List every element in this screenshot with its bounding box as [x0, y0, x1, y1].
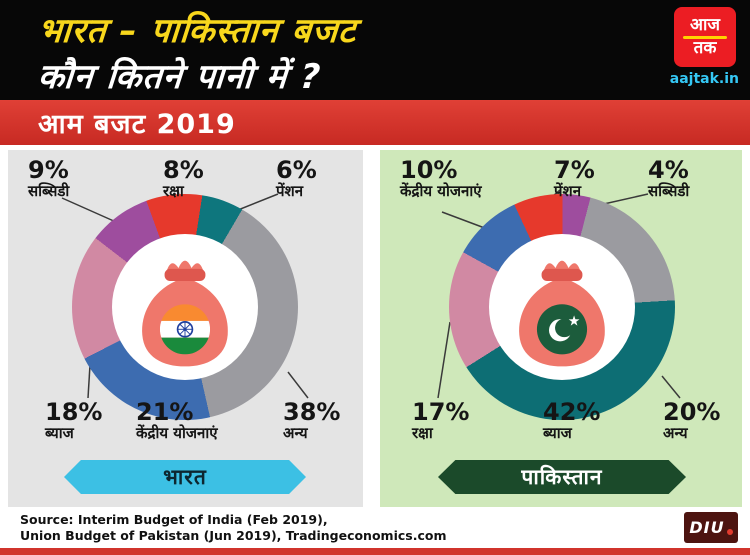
diu-logo-text: DIU: [689, 518, 725, 537]
aajtak-logo-text-top: आज: [690, 14, 720, 35]
india-label-interest: 18% ब्याज: [45, 398, 103, 443]
segment-name: अन्य: [663, 424, 688, 443]
percent-value: 7%: [554, 156, 595, 184]
segment-name: पेंशन: [276, 182, 304, 201]
diu-logo-dot: [726, 528, 733, 535]
pakistan-panel: 10% केंद्रीय योजनाएं 7% पेंशन 4% सब्सिडी…: [380, 150, 742, 507]
segment-name: सब्सिडी: [648, 182, 690, 201]
percent-value: 10%: [400, 156, 458, 184]
pakistan-flag-icon: [536, 304, 588, 355]
india-donut-center: [112, 234, 258, 380]
india-ribbon-label: भारत: [163, 465, 207, 489]
leader-line: [437, 321, 451, 399]
percent-value: 21%: [136, 398, 194, 426]
aajtak-logo-swoosh: [683, 35, 727, 39]
india-label-defence: 8% रक्षा: [163, 156, 204, 201]
aajtak-logo: आज तक: [674, 7, 736, 67]
india-flag-icon: [159, 304, 211, 355]
india-label-subsidy: 9% सब्सिडी: [28, 156, 70, 201]
segment-name: ब्याज: [543, 424, 572, 443]
pakistan-label-others: 20% अन्य: [663, 398, 721, 443]
percent-value: 18%: [45, 398, 103, 426]
section-banner-text: आम बजट 2019: [38, 109, 236, 140]
pakistan-label-pension: 7% पेंशन: [554, 156, 595, 201]
source-credit: Source: Interim Budget of India (Feb 201…: [20, 512, 446, 545]
footer: Source: Interim Budget of India (Feb 201…: [0, 507, 750, 548]
leader-line: [61, 197, 117, 223]
pakistan-label-subsidy: 4% सब्सिडी: [648, 156, 690, 201]
segment-name: अन्य: [283, 424, 308, 443]
pakistan-donut-center: [489, 234, 635, 380]
pakistan-label-central-schemes: 10% केंद्रीय योजनाएं: [400, 156, 492, 201]
percent-value: 4%: [648, 156, 689, 184]
percent-value: 8%: [163, 156, 204, 184]
segment-name: रक्षा: [412, 424, 433, 443]
percent-value: 38%: [283, 398, 341, 426]
source-line1: Source: Interim Budget of India (Feb 201…: [20, 512, 328, 527]
segment-name: केंद्रीय योजनाएं: [136, 424, 218, 443]
source-line2: Union Budget of Pakistan (Jun 2019), Tra…: [20, 528, 447, 544]
percent-value: 20%: [663, 398, 721, 426]
india-ribbon: भारत: [64, 460, 306, 494]
segment-name: पेंशन: [554, 182, 582, 201]
money-bag-pakistan-icon: [519, 260, 605, 367]
pakistan-budget-donut: [449, 194, 675, 420]
pakistan-ribbon: पाकिस्तान: [438, 460, 686, 494]
pakistan-label-interest: 42% ब्याज: [543, 398, 601, 443]
main-title-line1: भारत – पाकिस्तान बजट: [36, 11, 358, 51]
pakistan-label-defence: 17% रक्षा: [412, 398, 470, 443]
leader-line: [287, 371, 309, 399]
pakistan-ribbon-label: पाकिस्तान: [521, 465, 603, 489]
money-bag-india-icon: [142, 260, 228, 367]
india-panel: 9% सब्सिडी 8% रक्षा 6% पेंशन 18% ब्याज 2…: [8, 150, 363, 507]
aajtak-site-link[interactable]: aajtak.in: [669, 71, 739, 87]
leader-line: [87, 364, 91, 399]
percent-value: 42%: [543, 398, 601, 426]
segment-name: ब्याज: [45, 424, 74, 443]
section-banner: आम बजट 2019: [0, 100, 750, 145]
percent-value: 17%: [412, 398, 470, 426]
india-label-central-schemes: 21% केंद्रीय योजनाएं: [136, 398, 218, 443]
bottom-red-strip: [0, 548, 750, 555]
header: भारत – पाकिस्तान बजट कौन कितने पानी में …: [0, 0, 750, 100]
india-label-pension: 6% पेंशन: [276, 156, 317, 201]
diu-logo: DIU: [684, 512, 738, 543]
percent-value: 9%: [28, 156, 69, 184]
main-title-line2: कौन कितने पानी में ?: [36, 57, 323, 97]
aajtak-logo-text-bottom: तक: [693, 37, 717, 58]
india-label-others: 38% अन्य: [283, 398, 341, 443]
segment-name: सब्सिडी: [28, 182, 70, 201]
segment-name: रक्षा: [163, 182, 184, 201]
leader-line: [661, 375, 681, 399]
percent-value: 6%: [276, 156, 317, 184]
segment-name: केंद्रीय योजनाएं: [400, 182, 482, 201]
india-budget-donut: [72, 194, 298, 420]
